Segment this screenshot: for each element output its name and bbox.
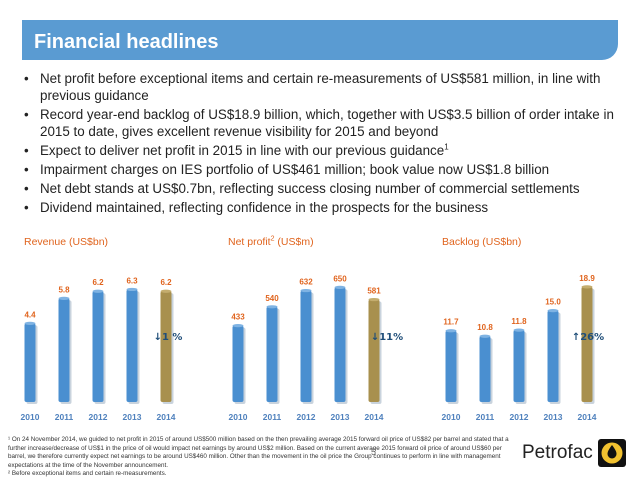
bullet-text: Expect to deliver net profit in 2015 in …	[40, 143, 445, 158]
revenue-tick-label: 2013	[123, 412, 142, 422]
revenue-bar	[92, 291, 104, 402]
footnote-ref: 1	[444, 142, 449, 152]
bullet-text: Dividend maintained, reflecting confiden…	[40, 200, 489, 215]
backlog-bar	[547, 310, 559, 402]
top-rule	[0, 0, 638, 8]
revenue-bar-cap	[160, 289, 172, 293]
revenue-tick-label: 2011	[55, 412, 74, 422]
bullet-item: • Dividend maintained, reflecting confide…	[24, 200, 489, 215]
revenue-value-label: 6.2	[160, 278, 172, 287]
net-profit-bar	[266, 306, 278, 402]
net-profit-bar	[232, 325, 244, 402]
backlog-chart-title: Backlog (US$bn)	[442, 236, 522, 248]
revenue-bar-cap	[58, 296, 70, 300]
slide-title: Financial headlines	[34, 31, 219, 53]
revenue-bar-cap	[126, 287, 138, 292]
revenue-change-label: ↓1 %	[154, 332, 183, 343]
backlog-bar	[513, 330, 525, 402]
page-number: 5	[371, 447, 377, 457]
petrofac-logo-mark-icon	[597, 439, 626, 467]
net-profit-value-label: 581	[367, 287, 381, 296]
net-profit-tick-label: 2011	[263, 412, 282, 422]
net-profit-bar-cap	[368, 297, 380, 302]
bullet-item: • Net debt stands at US$0.7bn, reflecting…	[24, 181, 580, 196]
net-profit-value-label: 433	[231, 313, 245, 322]
revenue-tick-label: 2010	[21, 412, 40, 422]
net-profit-value-label: 632	[299, 278, 313, 287]
backlog-tick-label: 2010	[442, 412, 461, 422]
net-profit-bar	[368, 299, 380, 402]
revenue-chart-title: Revenue (US$bn)	[24, 236, 109, 248]
revenue-tick-label: 2014	[157, 412, 176, 422]
net-profit-tick-label: 2014	[365, 412, 384, 422]
backlog-bar	[445, 330, 457, 402]
net-profit-bar-cap	[266, 305, 278, 309]
backlog-bar-cap	[581, 285, 593, 289]
backlog-tick-label: 2014	[578, 412, 597, 422]
bullet-list: • Net profit before exceptional items and…	[22, 70, 622, 218]
net-profit-bar-cap	[232, 324, 244, 328]
bullet-text: Record year-end backlog of US$18.9 billi…	[40, 107, 614, 139]
backlog-change-label: ↑26%	[572, 332, 604, 343]
net-profit-bar	[334, 287, 346, 402]
net-profit-tick-label: 2012	[297, 412, 316, 422]
bullet-item: • Expect to deliver net profit in 2015 in…	[24, 142, 449, 158]
net-profit-bar	[300, 290, 312, 402]
petrofac-logo: Petrofac	[522, 438, 627, 468]
bullet-text: Net profit before exceptional items and …	[40, 71, 601, 103]
bullet-item: • Net profit before exceptional items and…	[24, 71, 601, 103]
revenue-bar	[58, 298, 70, 402]
revenue-value-label: 4.4	[24, 310, 36, 319]
net-profit-tick-label: 2010	[229, 412, 248, 422]
slide-header: Financial headlines	[22, 20, 618, 60]
backlog-bar	[581, 286, 593, 402]
backlog-tick-label: 2012	[510, 412, 529, 422]
backlog-bar-cap	[445, 329, 457, 333]
backlog-bar-cap	[479, 334, 491, 338]
bullet-text: Impairment charges on IES portfolio of U…	[40, 162, 550, 177]
revenue-bar	[160, 291, 172, 402]
footnote-2: ² Before exceptional items and certain r…	[8, 470, 167, 478]
backlog-value-label: 10.8	[477, 323, 493, 332]
net-profit-bar-cap	[300, 288, 312, 293]
revenue-bar-cap	[24, 321, 36, 325]
footnote-1: ¹ On 24 November 2014, we guided to net …	[8, 436, 509, 469]
logo-wordmark: Petrofac	[522, 442, 593, 463]
backlog-bar	[479, 336, 491, 402]
net-profit-bar-cap	[334, 285, 346, 289]
revenue-bar	[24, 323, 36, 402]
revenue-value-label: 5.8	[58, 285, 70, 294]
net-profit-chart-title: Net profit2 (US$m)	[228, 235, 314, 249]
backlog-value-label: 15.0	[545, 298, 561, 307]
revenue-tick-label: 2012	[89, 412, 108, 422]
net-profit-tick-label: 2013	[331, 412, 350, 422]
backlog-bar-cap	[513, 328, 525, 332]
net-profit-change-label: ↓11%	[371, 332, 403, 343]
bullet-item: • Impairment charges on IES portfolio of …	[24, 162, 550, 177]
revenue-value-label: 6.3	[126, 276, 138, 285]
backlog-tick-label: 2011	[476, 412, 495, 422]
backlog-value-label: 18.9	[579, 274, 595, 283]
net-profit-value-label: 650	[333, 274, 347, 283]
revenue-bar	[126, 289, 138, 402]
backlog-value-label: 11.7	[443, 318, 459, 327]
net-profit-value-label: 540	[265, 294, 279, 303]
bullet-text: Net debt stands at US$0.7bn, reflecting …	[40, 181, 580, 196]
charts-area: 4.4 2010 5.8 2011 6.2 2012 6.3 2013 6.2 2014 ↓1 % 4…	[21, 274, 605, 422]
footnotes: ¹ On 24 November 2014, we guided to net …	[8, 436, 513, 479]
backlog-tick-label: 2013	[544, 412, 563, 422]
revenue-value-label: 6.2	[92, 278, 104, 287]
backlog-bar-cap	[547, 309, 559, 313]
revenue-bar-cap	[92, 289, 104, 293]
backlog-value-label: 11.8	[511, 317, 527, 326]
bullet-item: • Record year-end backlog of US$18.9 bill…	[24, 107, 614, 139]
